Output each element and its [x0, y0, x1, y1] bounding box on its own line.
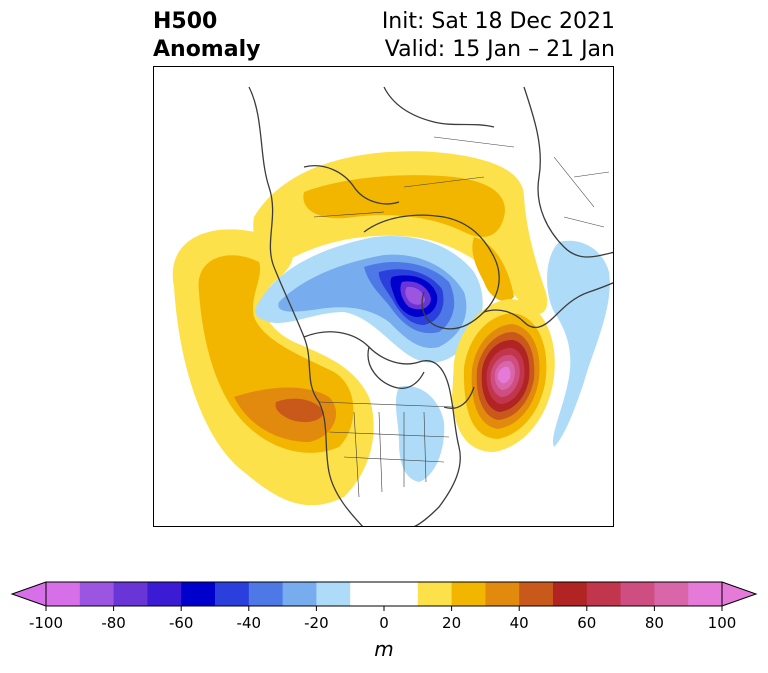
- init-date: Init: Sat 18 Dec 2021: [381, 9, 615, 34]
- colorbar-tick-label: -40: [236, 614, 262, 632]
- colorbar-segment: [248, 582, 284, 606]
- colorbar-segment: [620, 582, 655, 606]
- colorbar-segment: [282, 582, 317, 606]
- colorbar-tick-label: 60: [577, 614, 597, 632]
- political-borders: [313, 136, 610, 498]
- anomaly-map: [153, 66, 614, 527]
- colorbar-segment: [46, 582, 81, 606]
- positive-anomaly-pacific: [172, 229, 374, 506]
- colorbar-segment: [586, 582, 622, 606]
- coastlines: [248, 86, 613, 526]
- variable-type: Anomaly: [153, 37, 261, 62]
- colorbar-segment: [79, 582, 115, 606]
- positive-anomaly-arctic: [253, 151, 548, 315]
- colorbar-extend-high: [722, 582, 756, 606]
- plot-title-dates: Init: Sat 18 Dec 2021 Valid: 15 Jan – 21…: [382, 8, 615, 64]
- colorbar-segment: [485, 582, 520, 606]
- colorbar-segment: [417, 582, 453, 606]
- colorbar-segment: [688, 582, 723, 606]
- colorbar-segment: [113, 582, 148, 606]
- colorbar-tick-label: -20: [304, 614, 329, 632]
- colorbar-tick-label: 0: [379, 614, 389, 632]
- colorbar-tick-label: -60: [168, 614, 194, 632]
- colorbar-tick-label: 100: [707, 614, 737, 632]
- colorbar-segment: [350, 582, 419, 606]
- colorbar-segment: [316, 582, 351, 606]
- variable-name: H500: [153, 9, 218, 34]
- negative-anomaly-europe: [547, 240, 610, 447]
- colorbar-segment: [654, 582, 689, 606]
- colorbar-segment: [451, 582, 486, 606]
- colorbar-segment: [215, 582, 250, 606]
- colorbar: [10, 581, 758, 611]
- colorbar-tick-label: -80: [101, 614, 126, 632]
- colorbar-segment: [519, 582, 554, 606]
- colorbar-tick-label: 20: [442, 614, 462, 632]
- colorbar-segment: [553, 582, 588, 606]
- colorbar-extend-low: [12, 582, 46, 606]
- colorbar-segment: [147, 582, 182, 606]
- colorbar-tick-label: -100: [28, 614, 64, 632]
- colorbar-tick-label: 40: [509, 614, 529, 632]
- negative-anomaly-hudson: [255, 236, 483, 363]
- anomaly-map-svg: [172, 86, 613, 526]
- colorbar-tick-label: 80: [644, 614, 664, 632]
- positive-anomaly-atlantic: [452, 299, 555, 452]
- valid-date-range: Valid: 15 Jan – 21 Jan: [384, 37, 615, 62]
- colorbar-segment: [181, 582, 216, 606]
- plot-title-variable: H500 Anomaly: [153, 8, 260, 64]
- negative-anomaly-southeast-us: [395, 386, 445, 482]
- colorbar-units-label: m: [374, 637, 394, 661]
